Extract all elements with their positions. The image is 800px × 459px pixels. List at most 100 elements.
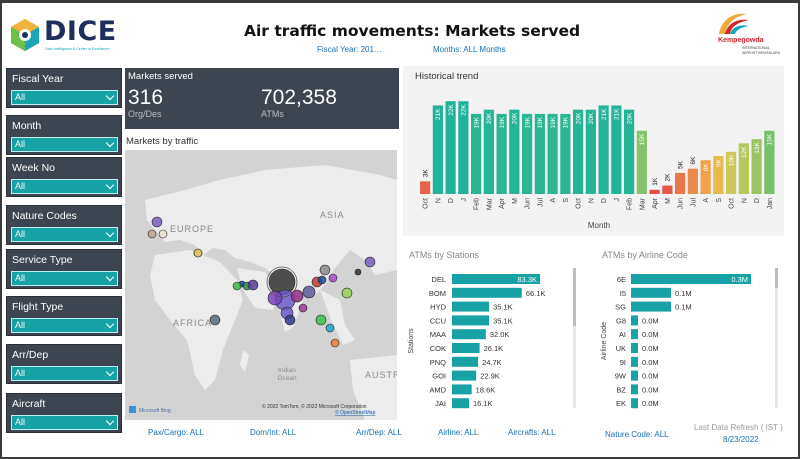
map-label-indian-ocean: Indian Ocean [277, 367, 297, 382]
trend-tick-label: Oct [729, 198, 736, 209]
slicer-flight-type: Flight Type All [6, 296, 122, 336]
kempegowda-logo: Kempegowda INTERNATIONAL AIRPORT BENGALU… [712, 10, 782, 65]
trend-bar[interactable] [611, 105, 622, 194]
map-bubble[interactable] [158, 229, 168, 239]
map-bubble[interactable] [147, 229, 157, 239]
trend-bar[interactable] [700, 160, 711, 194]
chevron-down-icon [105, 416, 115, 426]
slicer-dropdown[interactable]: All [11, 366, 118, 381]
map-bubble[interactable] [284, 314, 296, 326]
trend-bar[interactable] [687, 168, 698, 194]
map-bubble[interactable] [209, 314, 221, 326]
historical-trend-panel: Historical trend 3K Oct 21K N 22K D 22K J 19K Feb… [403, 66, 784, 236]
map-bubble[interactable] [341, 287, 353, 299]
markets-served-caption: Org/Des [128, 109, 162, 119]
trend-bar[interactable] [636, 130, 647, 194]
trend-bar[interactable] [496, 113, 507, 194]
trend-bar[interactable] [432, 105, 443, 194]
map-bubble[interactable] [354, 268, 362, 276]
slicer-dropdown[interactable]: All [11, 179, 118, 194]
airport-subtitle: INTERNATIONAL AIRPORT BENGALURU [742, 46, 781, 55]
map-bubble[interactable] [325, 323, 335, 333]
trend-bar[interactable] [547, 113, 558, 194]
chevron-down-icon [105, 180, 115, 190]
trend-x-axis-label: Month [588, 221, 610, 230]
map-osm-link: © OpenStreetMap [335, 409, 376, 416]
airline-scrollbar-thumb[interactable] [775, 268, 778, 288]
slicer-dropdown[interactable]: All [11, 318, 118, 333]
map-label-africa: AFRICA [173, 318, 212, 328]
stations-scrollbar-thumb[interactable] [573, 268, 576, 326]
trend-bar[interactable] [534, 113, 545, 194]
map-bubble[interactable] [302, 285, 316, 299]
trend-bar[interactable] [649, 189, 660, 194]
slicer-nature-codes: Nature Codes All [6, 205, 122, 245]
slicer-value: All [15, 92, 26, 102]
trend-bar[interactable] [483, 109, 494, 194]
trend-bar[interactable] [624, 109, 635, 194]
trend-bar[interactable] [420, 181, 431, 194]
atms-value: 702,358 [261, 86, 337, 109]
map-bubble[interactable] [193, 248, 203, 258]
map-bubble[interactable] [290, 289, 304, 303]
trend-bar-label: 5K [677, 160, 684, 169]
airline-scrollbar[interactable] [775, 268, 778, 408]
slicer-dropdown[interactable]: All [11, 271, 118, 286]
bing-icon [129, 406, 136, 413]
historical-trend-chart[interactable]: 3K Oct 21K N 22K D 22K J 19K Feb 20K Mar 19K Apr 20K M 1… [403, 66, 784, 236]
map-bubble[interactable] [315, 314, 327, 326]
trend-bar-label: 20K [486, 112, 493, 124]
map-bubble[interactable] [330, 338, 340, 348]
trend-bar[interactable] [713, 156, 724, 194]
map-bubble[interactable] [247, 279, 259, 291]
chevron-down-icon [105, 319, 115, 329]
trend-tick-label: Apr [499, 197, 506, 209]
trend-bar[interactable] [573, 109, 584, 194]
trend-bar[interactable] [738, 143, 749, 194]
stations-scrollbar[interactable] [573, 268, 576, 408]
trend-tick-label: Mar [639, 197, 646, 210]
slicer-value: All [15, 229, 26, 239]
trend-bar[interactable] [764, 130, 775, 194]
trend-bar[interactable] [598, 105, 609, 194]
trend-bar[interactable] [509, 109, 520, 194]
trend-bar[interactable] [726, 151, 737, 194]
map-bubble[interactable] [298, 303, 308, 313]
trend-bar[interactable] [662, 185, 673, 194]
slicer-dropdown[interactable]: All [11, 90, 118, 105]
traffic-map[interactable]: EUROPE ASIA AFRICA Indian Ocean AUSTR Mic… [125, 150, 397, 420]
slicer-value: All [15, 139, 26, 149]
map-bubble[interactable] [317, 275, 327, 285]
map-bubble[interactable] [328, 273, 338, 283]
footer-arr-dep: Arr/Dep: ALL [356, 428, 402, 437]
map-bubble[interactable] [151, 216, 163, 228]
map-bubble[interactable] [232, 281, 242, 291]
slicer-dropdown[interactable]: All [11, 137, 118, 152]
trend-bar[interactable] [522, 113, 533, 194]
trend-bar-label: 19K [524, 116, 531, 128]
slicer-dropdown[interactable]: All [11, 415, 118, 430]
trend-bar-label: 20K [626, 112, 633, 124]
trend-bar-label: 21K [614, 108, 621, 120]
trend-tick-label: A [703, 198, 710, 203]
trend-tick-label: N [588, 198, 595, 203]
slicer-dropdown[interactable]: All [11, 227, 118, 242]
trend-bar[interactable] [675, 172, 686, 194]
trend-bar[interactable] [445, 101, 456, 194]
trend-bar[interactable] [560, 113, 571, 194]
trend-bar[interactable] [458, 101, 469, 194]
page-title: Air traffic movements: Markets served [244, 22, 581, 40]
map-bubble[interactable] [267, 290, 283, 306]
trend-bar-label: 19K [537, 116, 544, 128]
trend-bar[interactable] [471, 113, 482, 194]
trend-bar[interactable] [751, 139, 762, 194]
trend-tick-label: Jun [678, 198, 685, 209]
map-bubble[interactable] [319, 264, 331, 276]
footer-aircrafts: Aircrafts: ALL [508, 428, 556, 437]
map-land-australia [350, 355, 397, 420]
map-bubble[interactable] [364, 256, 376, 268]
dice-logo-icon [11, 19, 39, 51]
trend-bar-label: 3K [422, 169, 429, 178]
trend-bar[interactable] [585, 109, 596, 194]
trend-bar-label: 19K [563, 116, 570, 128]
